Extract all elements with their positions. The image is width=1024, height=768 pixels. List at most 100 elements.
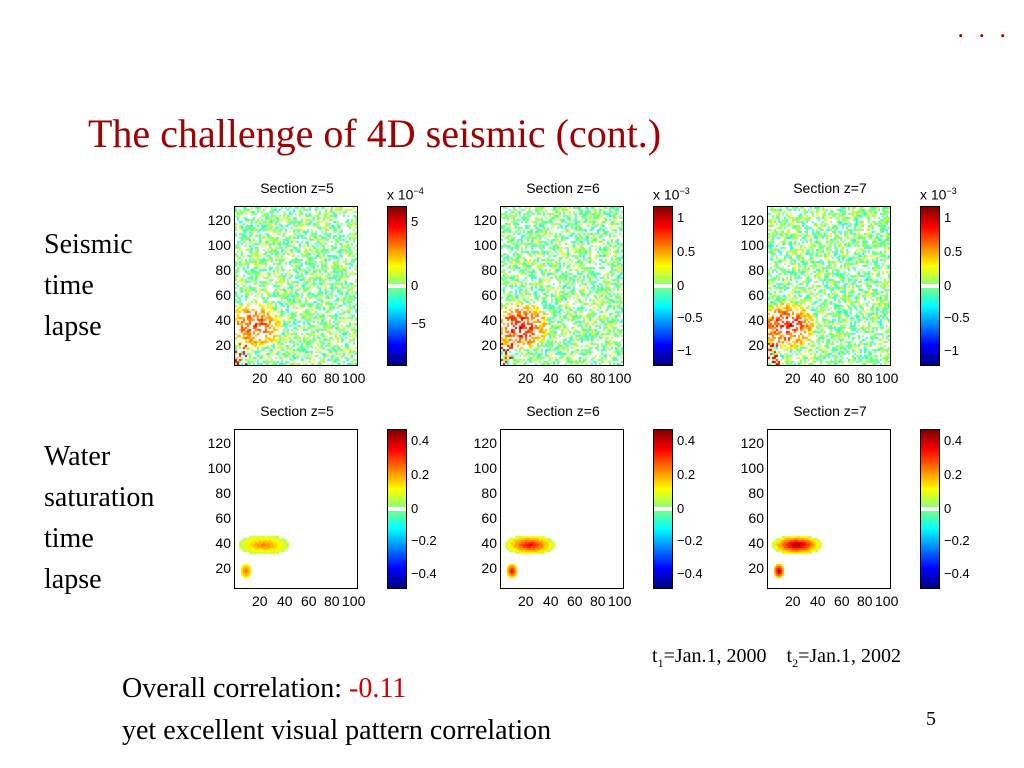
x-tick-label: 80 — [590, 370, 606, 386]
y-tick-label: 60 — [748, 287, 764, 303]
section-plot: Section z=6 120 100 80 60 40 20 20 40 60 80 100 x 10… — [463, 180, 723, 395]
section-plot: Section z=7 120 100 80 60 40 20 20 40 60 80 100 x 10… — [730, 180, 990, 395]
colorbar-tick-label: 0.5 — [677, 244, 696, 259]
colorbar — [387, 206, 407, 366]
y-tick-label: 80 — [748, 262, 764, 278]
x-tick-label: 40 — [543, 593, 559, 609]
row-label-line: Seismic — [44, 229, 133, 260]
x-tick-label: 20 — [518, 593, 534, 609]
colorbar-tick-label: −1 — [677, 343, 692, 358]
colorbar-power: −3 — [679, 186, 690, 196]
x-tick-label: 40 — [277, 593, 293, 609]
t1-subscript: 1 — [657, 656, 664, 670]
row-label-water-saturation: Water saturation time lapse — [44, 436, 154, 600]
section-plot: Section z=5 120 100 80 60 40 20 20 40 60 80 100 x 10… — [197, 180, 457, 395]
y-tick-label: 60 — [481, 287, 497, 303]
x-tick-label: 60 — [301, 593, 317, 609]
y-tick-label: 60 — [215, 287, 231, 303]
x-tick-label: 40 — [810, 593, 826, 609]
y-tick-label: 80 — [215, 262, 231, 278]
correlation-text: Overall correlation: -0.11 yet excellent… — [122, 668, 551, 752]
colorbar-multiplier: x 10 — [920, 186, 947, 203]
ellipsis-marker: . . . — [957, 14, 1010, 43]
row-label-line: saturation — [44, 482, 155, 513]
colorbar-exponent: x 10−3 — [653, 186, 690, 203]
y-tick-label: 40 — [481, 312, 497, 328]
y-tick-label: 60 — [748, 510, 764, 526]
x-tick-label: 20 — [252, 593, 268, 609]
plot-title: Section z=7 — [793, 403, 867, 419]
section-plot: Section z=7 120 100 80 60 40 20 20 40 60 80 100 0.4 0… — [730, 403, 990, 618]
y-tick-label: 40 — [481, 535, 497, 551]
y-tick-label: 100 — [207, 460, 231, 476]
date-legend: t1=Jan.1, 2000 t2=Jan.1, 2002 — [652, 645, 901, 671]
heatmap-canvas — [768, 430, 890, 588]
y-tick-label: 40 — [748, 312, 764, 328]
y-tick-label: 100 — [473, 237, 497, 253]
x-tick-label: 20 — [518, 370, 534, 386]
plot-title: Section z=5 — [260, 180, 334, 196]
colorbar-tick-label: 0.4 — [411, 433, 430, 448]
page-number: 5 — [926, 708, 936, 730]
row-label-line: time — [44, 523, 94, 554]
colorbar-tick-label: 0.2 — [411, 467, 430, 482]
x-tick-label: 100 — [342, 370, 366, 386]
colorbar-tick-label: 0.2 — [944, 467, 963, 482]
heatmap-area — [767, 206, 891, 366]
colorbar — [653, 429, 673, 589]
colorbar-tick-label: −0.2 — [411, 533, 437, 548]
x-tick-label: 40 — [810, 370, 826, 386]
colorbar-tick-label: 1 — [677, 210, 685, 225]
t1-label: t — [652, 645, 658, 667]
colorbar-tick-label: −1 — [944, 343, 959, 358]
section-plot: Section z=6 120 100 80 60 40 20 20 40 60 80 100 0.4 0… — [463, 403, 723, 618]
y-tick-label: 100 — [207, 237, 231, 253]
plot-title: Section z=7 — [793, 180, 867, 196]
plot-title: Section z=6 — [526, 403, 600, 419]
t1-date: =Jan.1, 2000 — [663, 645, 767, 667]
y-tick-label: 20 — [481, 560, 497, 576]
x-tick-label: 80 — [324, 370, 340, 386]
colorbar-tick-label: 0.4 — [677, 433, 696, 448]
row-label-seismic: Seismic time lapse — [44, 224, 133, 347]
x-tick-label: 20 — [785, 593, 801, 609]
x-tick-label: 40 — [277, 370, 293, 386]
colorbar-exponent: x 10−3 — [920, 186, 957, 203]
colorbar-tick-label: 0 — [677, 501, 685, 516]
colorbar — [387, 429, 407, 589]
heatmap-area — [500, 206, 624, 366]
x-tick-label: 100 — [608, 593, 632, 609]
y-tick-label: 100 — [740, 237, 764, 253]
x-tick-label: 100 — [608, 370, 632, 386]
x-tick-label: 60 — [301, 370, 317, 386]
heatmap-area — [767, 429, 891, 589]
heatmap-canvas — [501, 430, 623, 588]
x-tick-label: 100 — [875, 593, 899, 609]
colorbar-tick-label: −0.2 — [677, 533, 703, 548]
x-tick-label: 80 — [590, 593, 606, 609]
colorbar-tick-label: −0.4 — [677, 566, 703, 581]
y-tick-label: 80 — [481, 262, 497, 278]
y-tick-label: 40 — [215, 312, 231, 328]
heatmap-canvas — [235, 430, 357, 588]
colorbar-multiplier: x 10 — [653, 186, 680, 203]
row-label-line: lapse — [44, 564, 102, 595]
y-tick-label: 60 — [215, 510, 231, 526]
colorbar-tick-label: −0.4 — [411, 566, 437, 581]
x-tick-label: 100 — [875, 370, 899, 386]
colorbar-tick-label: 0 — [944, 278, 952, 293]
x-tick-label: 80 — [857, 370, 873, 386]
t2-subscript: 2 — [792, 656, 799, 670]
x-tick-label: 20 — [252, 370, 268, 386]
colorbar-tick-label: −5 — [411, 316, 426, 331]
colorbar-multiplier: x 10 — [387, 186, 414, 203]
correlation-note: yet excellent visual pattern correlation — [122, 715, 552, 746]
slide-title: The challenge of 4D seismic (cont.) — [88, 111, 662, 156]
t2-label: t — [786, 645, 793, 667]
colorbar-tick-label: 0.5 — [944, 244, 963, 259]
colorbar-tick-label: 0.2 — [677, 467, 696, 482]
y-tick-label: 20 — [215, 337, 231, 353]
colorbar-tick-label: 0 — [944, 501, 952, 516]
x-tick-label: 100 — [342, 593, 366, 609]
correlation-label: Overall correlation: — [122, 673, 350, 704]
